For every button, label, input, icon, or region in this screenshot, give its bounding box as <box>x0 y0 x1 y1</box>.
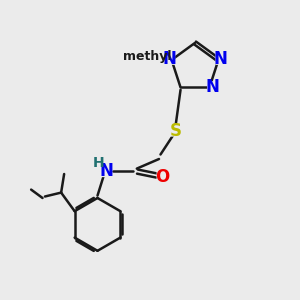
FancyBboxPatch shape <box>207 81 218 94</box>
FancyBboxPatch shape <box>93 156 104 169</box>
FancyBboxPatch shape <box>215 52 226 65</box>
FancyBboxPatch shape <box>131 50 163 63</box>
Text: O: O <box>155 168 169 186</box>
Text: methyl: methyl <box>123 50 171 63</box>
Text: N: N <box>163 50 177 68</box>
FancyBboxPatch shape <box>170 124 181 136</box>
Text: N: N <box>206 78 219 96</box>
Text: H: H <box>92 156 104 170</box>
FancyBboxPatch shape <box>101 165 112 177</box>
FancyBboxPatch shape <box>164 52 175 65</box>
Text: S: S <box>169 122 181 140</box>
Text: N: N <box>100 162 113 180</box>
FancyBboxPatch shape <box>157 171 167 183</box>
Text: N: N <box>214 50 228 68</box>
